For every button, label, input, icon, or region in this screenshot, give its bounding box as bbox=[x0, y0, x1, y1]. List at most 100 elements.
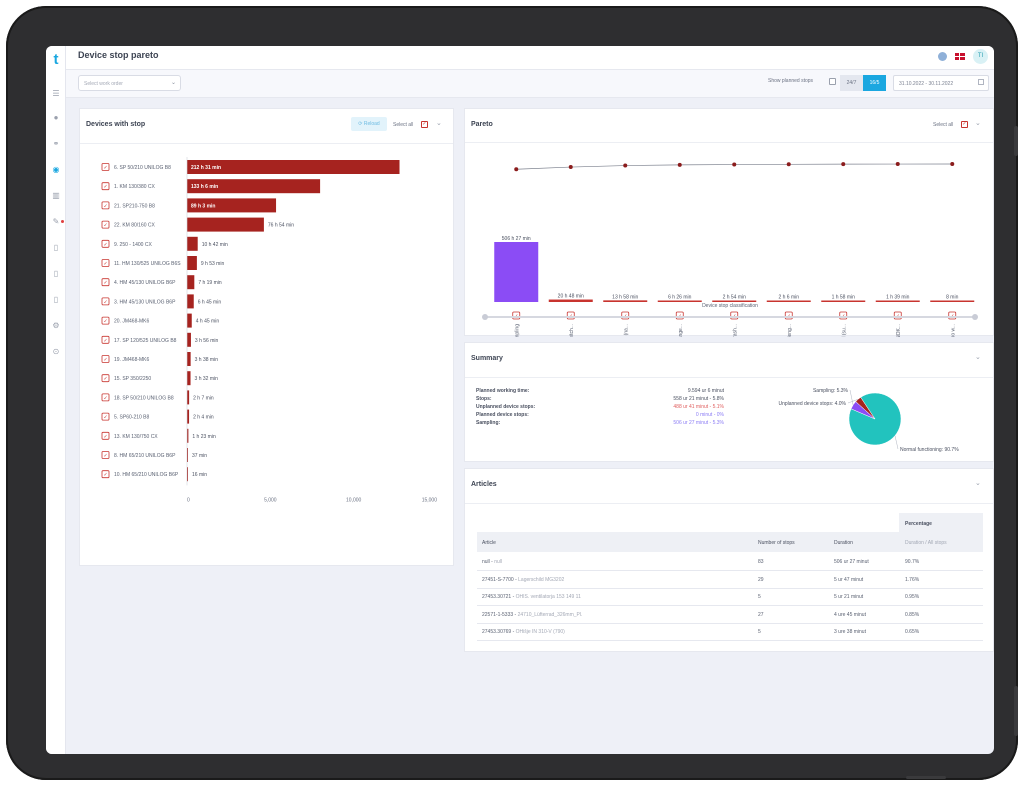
device-bar-value: 2 h 7 min bbox=[193, 395, 214, 401]
x-tick-label: 0 bbox=[187, 497, 190, 503]
filter-bar: Select work order ⌄ Show planned stops 2… bbox=[66, 70, 994, 98]
device-checkbox[interactable] bbox=[101, 278, 110, 287]
pareto-bar-value: 13 h 58 min bbox=[612, 294, 638, 300]
cumulative-point bbox=[950, 162, 955, 166]
check-icon: ✓ bbox=[104, 338, 108, 344]
device-checkbox[interactable] bbox=[101, 297, 110, 306]
pareto-category-label: Sampling bbox=[514, 324, 520, 337]
device-bar bbox=[187, 467, 188, 482]
reload-icon: ⟳ bbox=[358, 121, 364, 127]
device-label: 11. HM 130/525 UNILOG B6S bbox=[114, 261, 181, 267]
device-bar bbox=[187, 409, 190, 424]
top-bar: Device stop pareto TI bbox=[66, 46, 994, 70]
file-icon[interactable]: ▯ bbox=[53, 269, 59, 278]
pareto-bar bbox=[603, 300, 648, 302]
device-checkbox[interactable] bbox=[101, 451, 110, 459]
show-planned-stops-label: Show planned stops bbox=[768, 78, 814, 84]
pareto-category-label: Quality (NOK... bbox=[896, 324, 902, 337]
summary-label: Unplanned device stops: bbox=[476, 404, 536, 410]
globe-icon[interactable] bbox=[938, 52, 947, 61]
summary-label: Planned working time: bbox=[476, 388, 530, 394]
chart-icon[interactable]: ◉ bbox=[52, 165, 60, 174]
flag-icon[interactable] bbox=[955, 53, 965, 60]
chevron-down-icon[interactable]: ⌄ bbox=[975, 354, 981, 361]
col-number-of-stops[interactable]: Number of stops bbox=[758, 540, 795, 546]
device-checkbox[interactable] bbox=[101, 201, 110, 210]
device-checkbox[interactable] bbox=[101, 412, 110, 421]
mode-168-button[interactable]: 16/5 bbox=[863, 75, 886, 91]
wrench-icon[interactable]: ✎ bbox=[52, 217, 60, 226]
list-icon[interactable]: ☰ bbox=[52, 89, 60, 98]
pareto-category-label: Unknown (leng... bbox=[787, 324, 793, 337]
dot-icon[interactable]: ● bbox=[53, 113, 59, 122]
device-checkbox[interactable] bbox=[101, 355, 110, 363]
card-divider bbox=[465, 377, 993, 378]
article-description: OHišje IN 310-V (790) bbox=[515, 629, 565, 635]
app-logo[interactable]: t bbox=[53, 51, 59, 68]
device-bar-value: 2 h 4 min bbox=[193, 415, 214, 421]
date-range-input[interactable]: 31.10.2022 - 30.11.2022 bbox=[893, 75, 989, 91]
row-divider bbox=[477, 640, 983, 641]
percentage-cell: 0.95% bbox=[905, 594, 920, 600]
bars-icon[interactable]: ▥ bbox=[52, 191, 60, 200]
pie-slice bbox=[855, 396, 876, 420]
chevron-down-icon[interactable]: ⌄ bbox=[975, 120, 981, 127]
col-article[interactable]: Article bbox=[482, 540, 496, 546]
reload-label: Reload bbox=[363, 121, 380, 127]
pareto-category-label: Material (su... bbox=[841, 324, 847, 337]
settings-icon[interactable]: ⚙ bbox=[52, 321, 60, 330]
device-checkbox[interactable] bbox=[101, 316, 110, 325]
stops-cell: 5 bbox=[758, 594, 761, 600]
col-duration[interactable]: Duration bbox=[834, 540, 853, 546]
pareto-bar-value: 6 h 26 min bbox=[668, 295, 692, 301]
device-checkbox[interactable] bbox=[101, 163, 110, 171]
article-cell: null - null bbox=[482, 559, 502, 565]
scroll-handle-left[interactable] bbox=[482, 314, 488, 320]
pareto-select-all-checkbox[interactable]: ✓ bbox=[961, 121, 968, 128]
cumulative-point bbox=[786, 162, 791, 167]
side-nav: t ☰ ● ⚭ ◉ ▥ ✎ ▯ ▯ ▯ ⚙ ⊙ bbox=[46, 46, 66, 754]
device-bar bbox=[187, 390, 190, 405]
device-checkbox[interactable] bbox=[101, 239, 110, 248]
device-checkbox[interactable] bbox=[101, 431, 110, 440]
device-checkbox[interactable] bbox=[101, 259, 110, 267]
chevron-down-icon[interactable]: ⌄ bbox=[436, 120, 442, 127]
check-icon: ✓ bbox=[104, 299, 108, 305]
summary-value: 488 ur 41 minut - 5.1% bbox=[673, 404, 724, 410]
device-label: 10. HM 65/210 UNILOG B6P bbox=[114, 472, 179, 478]
device-checkbox[interactable] bbox=[101, 220, 110, 229]
check-icon: ✓ bbox=[104, 223, 108, 229]
device-checkbox[interactable] bbox=[101, 393, 110, 402]
devices-card: Devices with stop ⟳ Reload Select all ✓ … bbox=[79, 108, 454, 566]
clipboard-icon[interactable]: ▯ bbox=[53, 295, 59, 304]
show-planned-stops-checkbox[interactable] bbox=[829, 78, 836, 85]
stops-cell: 5 bbox=[758, 629, 761, 635]
col-duration-all-stops[interactable]: Duration / All stops bbox=[905, 540, 947, 546]
document-icon[interactable]: ▯ bbox=[53, 243, 59, 252]
device-checkbox[interactable] bbox=[101, 335, 110, 344]
device-bar-value: 3 h 56 min bbox=[195, 338, 219, 344]
notification-dot bbox=[61, 220, 64, 223]
pareto-bar bbox=[875, 300, 920, 302]
calendar-icon[interactable] bbox=[978, 79, 984, 85]
device-bar bbox=[187, 371, 191, 386]
mode-247-button[interactable]: 24/7 bbox=[840, 75, 863, 91]
article-cell: 27453.30721 - OHIS. ventilatorja 153 149… bbox=[482, 594, 581, 600]
duration-cell: 506 ur 27 minut bbox=[834, 559, 869, 565]
device-checkbox[interactable] bbox=[101, 182, 110, 191]
reload-button[interactable]: ⟳ Reload bbox=[351, 117, 387, 131]
article-description: Lagerschild MG3202 bbox=[518, 576, 565, 583]
device-bar bbox=[187, 236, 198, 251]
link-icon[interactable]: ⚭ bbox=[52, 139, 60, 148]
avatar[interactable]: TI bbox=[973, 49, 988, 64]
work-order-select[interactable]: Select work order ⌄ bbox=[78, 75, 181, 91]
scroll-handle-right[interactable] bbox=[972, 314, 978, 320]
device-bar-value: 6 h 45 min bbox=[198, 299, 222, 305]
help-icon[interactable]: ⊙ bbox=[52, 347, 60, 356]
check-icon: ✓ bbox=[104, 280, 108, 286]
devices-select-all-checkbox[interactable]: ✓ bbox=[421, 121, 428, 128]
device-checkbox[interactable] bbox=[101, 470, 110, 479]
device-checkbox[interactable] bbox=[101, 374, 110, 383]
chevron-down-icon[interactable]: ⌄ bbox=[975, 480, 981, 487]
pareto-bar bbox=[930, 300, 975, 302]
